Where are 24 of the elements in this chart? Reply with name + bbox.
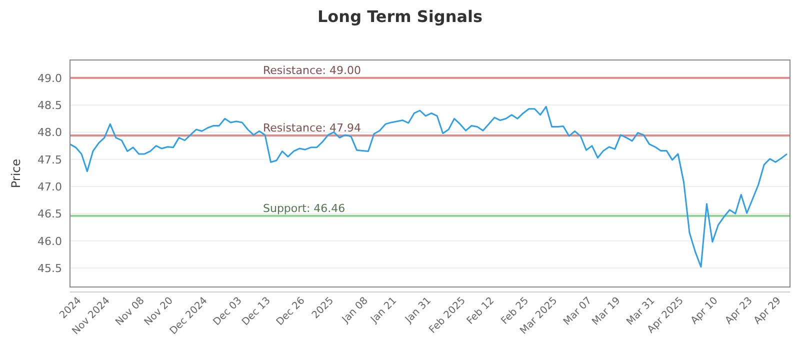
x-tick-label: Dec 13	[240, 295, 273, 328]
ref-line-label: Resistance: 47.94	[263, 121, 361, 134]
x-tick-label: Jan 21	[368, 295, 400, 326]
x-tick-label: Jan 31	[402, 295, 434, 326]
ref-line-label: Support: 46.46	[263, 202, 346, 215]
chart-title: Long Term Signals	[317, 7, 483, 26]
x-tick-label: Apr 29	[752, 295, 784, 327]
y-tick-label: 46.5	[38, 208, 62, 221]
line-series	[69, 106, 788, 268]
x-tick-label: Apr 23	[723, 295, 755, 327]
y-tick-label: 47.5	[38, 153, 62, 166]
ref-line-label: Resistance: 49.00	[263, 64, 361, 77]
y-tick-label: 47.0	[38, 180, 62, 194]
y-tick-label: 49.0	[38, 72, 62, 85]
y-tick-label: 48.0	[38, 126, 62, 140]
y-tick-label: 48.5	[38, 99, 62, 112]
x-tick-label: Mar 19	[590, 295, 623, 328]
y-axis-title: Price	[9, 158, 23, 188]
y-tick-label: 45.5	[38, 262, 62, 275]
y-tick-label: 46.0	[38, 234, 62, 248]
x-tick-label: Apr 10	[689, 295, 720, 327]
x-tick-label: Jan 08	[340, 295, 370, 326]
x-tick-label: Dec 26	[274, 295, 308, 328]
x-tick-label: Feb 12	[465, 295, 497, 327]
